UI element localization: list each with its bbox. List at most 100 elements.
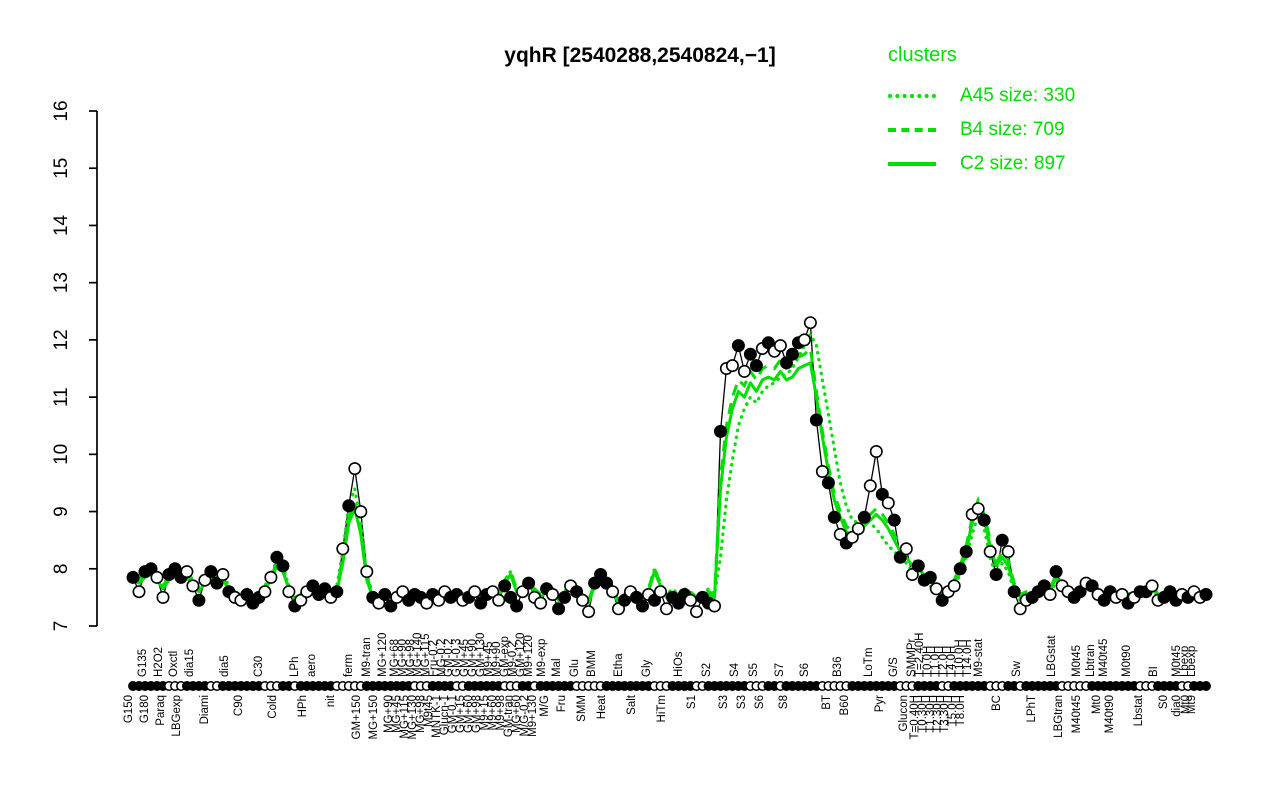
x-label-top: M9+45: [483, 642, 495, 677]
x-label-top: MG+115: [420, 633, 432, 677]
series-line-gene: [132, 322, 1207, 614]
data-point: [797, 333, 811, 347]
x-label-top: Mal: [551, 658, 563, 677]
x-label-top: GM+90: [467, 639, 479, 677]
y-tick-label: 9: [51, 506, 72, 517]
x-label-top: MG+90: [397, 639, 409, 677]
data-point: [132, 585, 146, 599]
x-label-top: GM-0.3: [451, 639, 463, 677]
x-label-top: MG-0.2: [436, 639, 448, 677]
data-point: [168, 562, 182, 576]
data-point: [905, 567, 919, 581]
x-label-top: T=2.40H: [914, 633, 926, 677]
data-point: [504, 590, 518, 604]
x-label-top: S4: [729, 662, 741, 677]
x-label-bottom: MG+115: [399, 695, 411, 739]
x-label-top: T0.0H: [922, 646, 934, 677]
data-point: [653, 585, 667, 599]
x-label-top: Etha: [613, 653, 625, 677]
data-point: [600, 576, 614, 590]
data-point: [492, 593, 506, 607]
x-label-top: S2: [701, 663, 713, 677]
x-label-bottom: BC: [991, 695, 1003, 711]
data-point: [336, 542, 350, 556]
data-point: [1163, 585, 1177, 599]
x-label-bottom: dia0: [1171, 695, 1183, 717]
legend: clusters A45 size: 330 B4 size: 709 C2 s…: [888, 44, 1188, 181]
x-label-top: H2O2: [153, 647, 165, 677]
data-point: [432, 593, 446, 607]
data-point: [953, 562, 967, 576]
x-label-bottom: SMM: [576, 695, 588, 722]
x-label-top: GM-exp: [499, 636, 511, 677]
data-point: [899, 542, 913, 556]
y-tick-label: 15: [51, 158, 72, 179]
x-label-top: M0t45: [1071, 645, 1083, 677]
x-label-bottom: T2.30H: [932, 695, 944, 733]
data-point: [180, 565, 194, 579]
x-label-top: T2.0H: [938, 646, 950, 677]
x-label-bottom: MG+45: [391, 695, 403, 733]
x-label-bottom: GM-0.1: [447, 695, 459, 733]
data-point: [126, 570, 140, 584]
x-label-top: S7: [774, 663, 786, 677]
legend-label-a45: A45 size: 330: [960, 85, 1076, 106]
data-point: [258, 585, 272, 599]
x-label-bottom: Pyr: [874, 695, 886, 712]
data-point: [737, 364, 751, 378]
data-point: [881, 496, 895, 510]
x-label-bottom: GM+60: [463, 695, 475, 733]
x-label-bottom: S6: [754, 695, 766, 709]
data-point: [989, 567, 1003, 581]
data-point: [887, 513, 901, 527]
x-label-bottom: Lbstat: [1133, 694, 1145, 726]
x-label-top: HiOs: [673, 651, 685, 677]
data-point: [276, 559, 290, 573]
legend-label-c2: C2 size: 897: [960, 153, 1066, 174]
data-point: [821, 476, 835, 490]
data-point: [264, 570, 278, 584]
data-point: [552, 602, 566, 616]
data-point: [659, 602, 673, 616]
x-label-top: Lbtran: [1085, 644, 1097, 677]
x-label-top: MG+68: [389, 639, 401, 677]
data-point: [959, 545, 973, 559]
data-point: [713, 424, 727, 438]
x-label-bottom: T=0.40H: [909, 695, 921, 739]
y-tick-label: 8: [51, 563, 72, 574]
data-point: [306, 579, 320, 593]
data-point: [743, 347, 757, 361]
y-tick-label: 11: [51, 387, 72, 407]
x-label-top: T4.0H: [946, 646, 958, 677]
x-label-bottom: M40t45: [1071, 695, 1083, 733]
data-point: [1037, 579, 1051, 593]
data-point: [342, 499, 356, 513]
data-point: [923, 570, 937, 584]
data-point: [929, 582, 943, 596]
data-point: [198, 573, 212, 587]
data-point: [546, 587, 560, 601]
x-label-bottom: S1: [686, 695, 698, 709]
data-point: [384, 599, 398, 613]
y-tick-label: 13: [51, 272, 72, 293]
data-point: [606, 585, 620, 599]
data-point: [594, 567, 608, 581]
data-point: [689, 605, 703, 619]
data-point: [629, 590, 643, 604]
x-label-top: M9-0.2: [507, 641, 519, 677]
data-point: [330, 585, 344, 599]
dashed-line-icon: [888, 128, 936, 132]
x-label-top: GM+120: [515, 633, 527, 677]
data-point: [1199, 587, 1213, 601]
x-label-top: Lbexp: [1186, 646, 1198, 677]
x-label-bottom: M9+60: [487, 695, 499, 730]
x-label-top: G/S: [888, 657, 900, 677]
data-point: [857, 510, 871, 524]
y-tick-label: 7: [51, 621, 72, 632]
data-point: [1115, 587, 1129, 601]
x-label-bottom: Diami: [199, 695, 211, 724]
data-point: [498, 579, 512, 593]
data-point: [150, 570, 164, 584]
x-label-top: T14.0H: [962, 639, 974, 677]
